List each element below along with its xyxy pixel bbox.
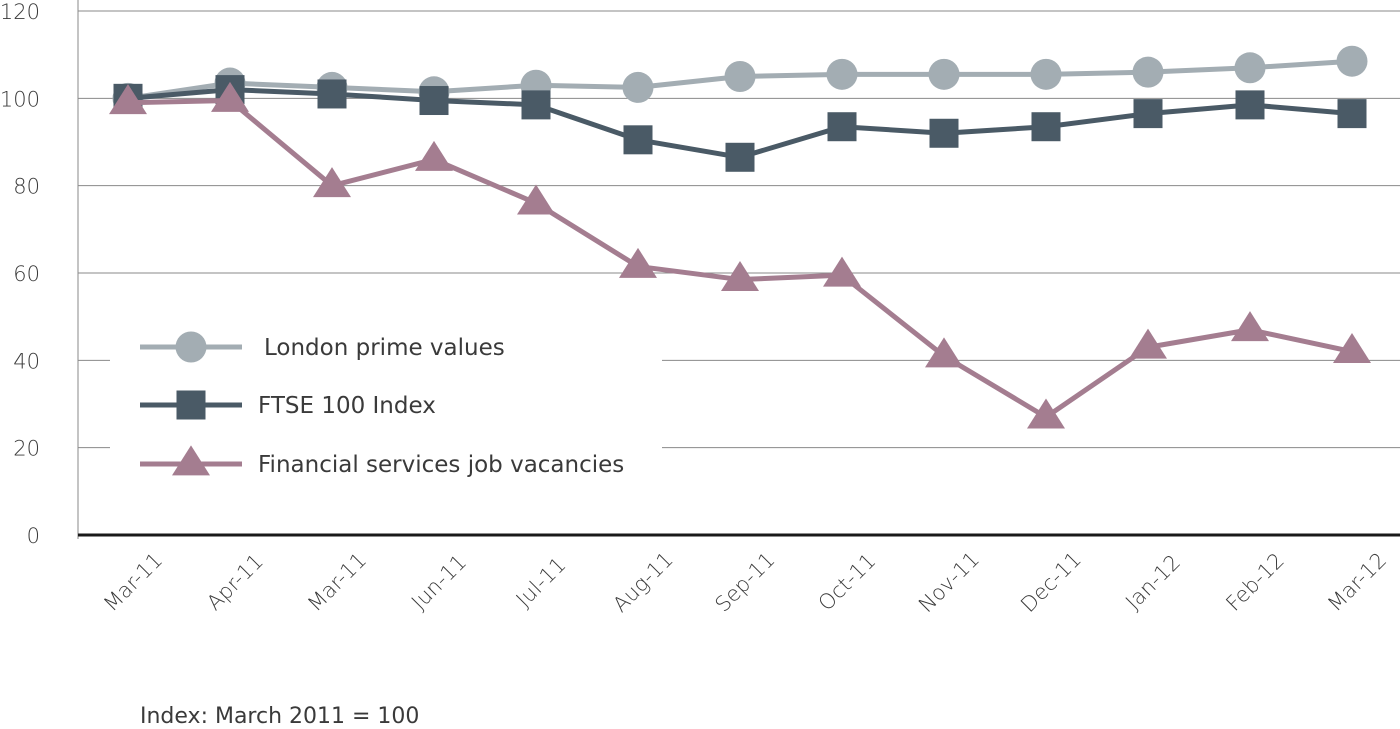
x-tick-label: Nov-11 xyxy=(914,547,984,617)
data-point xyxy=(1234,52,1266,84)
data-point xyxy=(925,337,963,368)
legend-item: FTSE 100 Index xyxy=(140,390,436,420)
y-tick-label: 0 xyxy=(27,524,40,548)
y-tick-label: 100 xyxy=(0,87,40,111)
series-triangle xyxy=(109,81,1371,429)
y-tick-label: 80 xyxy=(13,175,40,199)
series-group xyxy=(109,45,1371,429)
data-point xyxy=(619,247,657,278)
x-tick-label: Aug-11 xyxy=(608,547,678,617)
data-point xyxy=(521,90,551,120)
data-point xyxy=(827,112,857,142)
data-point xyxy=(109,84,147,115)
data-point xyxy=(1129,328,1167,359)
legend-label: FTSE 100 Index xyxy=(258,393,436,419)
x-tick-label: Mar-11 xyxy=(99,548,167,616)
legend-marker xyxy=(176,390,206,420)
data-point xyxy=(1336,45,1368,77)
legend-label: Financial services job vacancies xyxy=(258,452,624,478)
legend-marker xyxy=(175,331,207,363)
data-point xyxy=(724,61,756,92)
series-circle xyxy=(112,45,1368,114)
legend: London prime values FTSE 100 Index Financi… xyxy=(110,318,662,496)
legend-item: London prime values xyxy=(140,331,505,363)
x-axis: Mar-11 Apr-11 Mar-11 Jun-11 Jul-11 Aug-11 Sep-… xyxy=(78,533,1400,617)
data-point xyxy=(622,71,654,103)
legend-label: London prime values xyxy=(264,335,505,361)
data-point xyxy=(623,125,653,155)
x-tick-label: Jun-11 xyxy=(407,550,471,614)
data-point xyxy=(415,140,453,171)
x-tick-label: Mar-12 xyxy=(1323,548,1391,616)
data-point xyxy=(1337,99,1367,129)
data-point xyxy=(826,58,858,90)
index-note: Index: March 2011 = 100 xyxy=(140,704,419,729)
x-tick-label: Oct-11 xyxy=(814,549,881,616)
data-point xyxy=(1030,58,1062,90)
data-point xyxy=(1231,311,1269,342)
x-tick-label: Mar-11 xyxy=(303,548,371,616)
x-tick-label: Dec-11 xyxy=(1016,547,1086,617)
data-point xyxy=(517,184,555,215)
data-point xyxy=(823,256,861,287)
x-tick-label: Jul-11 xyxy=(511,552,570,611)
x-tick-label: Apr-11 xyxy=(202,549,268,615)
y-tick-label: 40 xyxy=(13,349,40,373)
y-tick-label: 20 xyxy=(13,437,40,461)
x-tick-label: Feb-12 xyxy=(1221,548,1289,616)
data-point xyxy=(211,81,249,112)
data-point xyxy=(419,86,449,116)
data-point xyxy=(1133,99,1163,129)
data-point xyxy=(317,79,347,109)
y-axis: 0 20 40 60 80 100 120 xyxy=(0,0,79,548)
data-point xyxy=(928,58,960,90)
data-point xyxy=(1132,56,1164,88)
data-point xyxy=(1031,112,1061,142)
data-point xyxy=(1333,333,1371,363)
legend-marker xyxy=(172,445,210,476)
legend-item: Financial services job vacancies xyxy=(140,445,624,478)
data-point xyxy=(313,167,351,198)
x-tick-label: Jan-12 xyxy=(1121,550,1185,614)
data-point xyxy=(929,118,959,148)
data-point xyxy=(1235,90,1265,120)
data-point xyxy=(721,260,759,291)
x-tick-label: Sep-11 xyxy=(710,547,779,616)
data-point xyxy=(1027,398,1065,429)
series-square xyxy=(113,75,1367,172)
y-tick-label: 60 xyxy=(13,262,40,286)
data-point xyxy=(725,142,755,172)
y-tick-label: 120 xyxy=(0,0,40,24)
